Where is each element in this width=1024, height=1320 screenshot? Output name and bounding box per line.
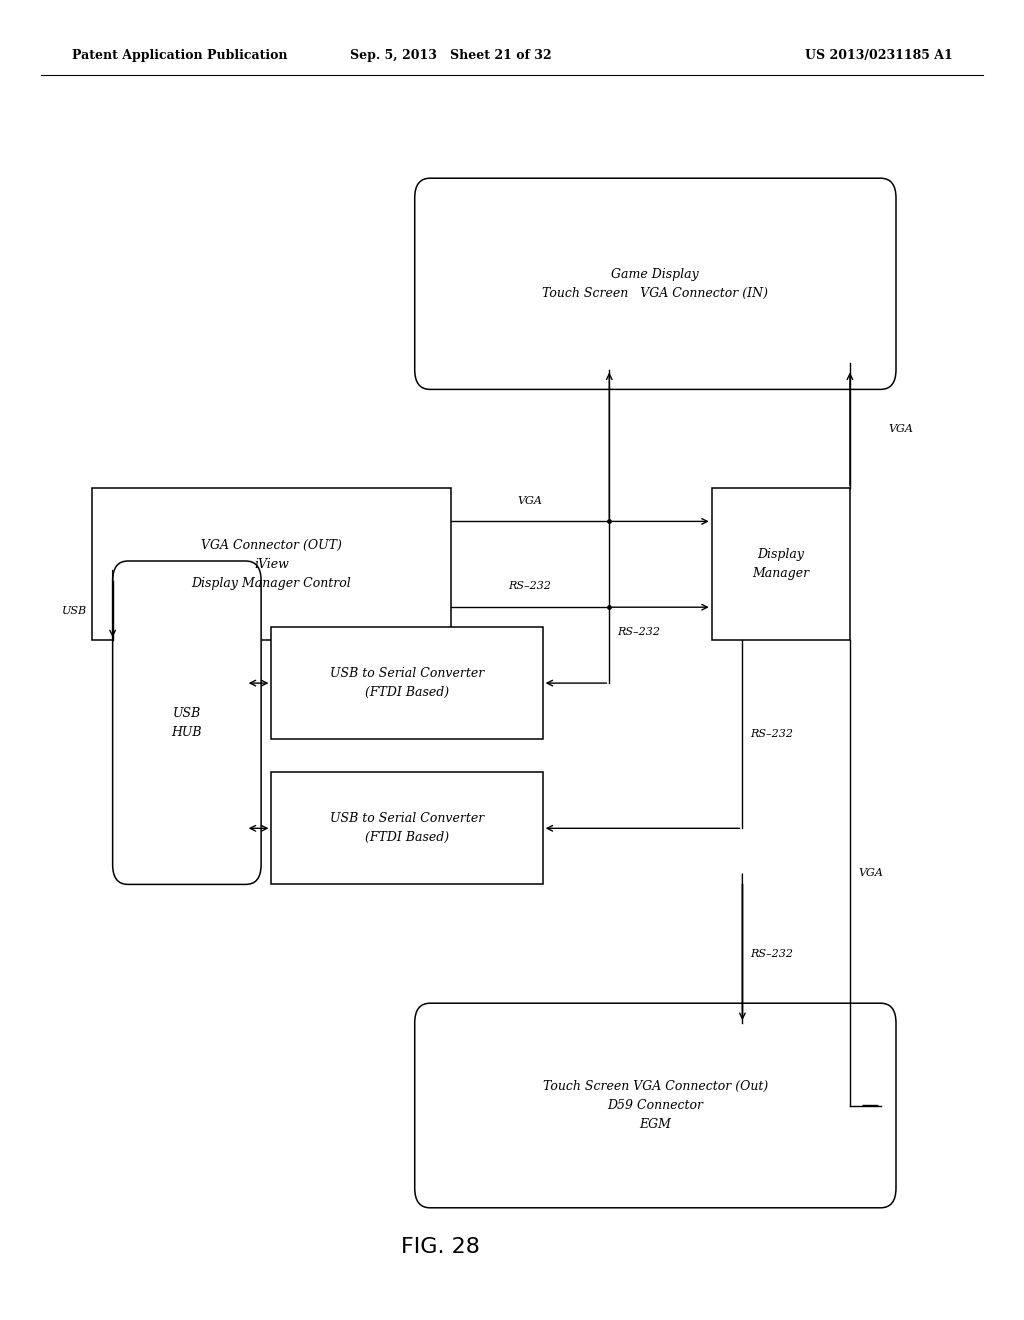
Text: VGA: VGA [517,495,543,506]
Text: USB: USB [61,606,87,615]
Text: USB
HUB: USB HUB [172,706,202,739]
Text: USB to Serial Converter
(FTDI Based): USB to Serial Converter (FTDI Based) [330,812,484,845]
Text: Patent Application Publication: Patent Application Publication [72,49,287,62]
Text: VGA: VGA [889,424,913,434]
FancyBboxPatch shape [271,627,543,739]
Text: VGA: VGA [858,867,883,878]
Text: RS–232: RS–232 [751,729,794,739]
FancyBboxPatch shape [92,488,451,640]
FancyBboxPatch shape [415,178,896,389]
Text: RS–232: RS–232 [751,949,794,958]
FancyBboxPatch shape [415,1003,896,1208]
Text: Game Display
Touch Screen   VGA Connector (IN): Game Display Touch Screen VGA Connector … [543,268,768,300]
Text: Touch Screen VGA Connector (Out)
D59 Connector
EGM: Touch Screen VGA Connector (Out) D59 Con… [543,1080,768,1131]
Text: Sep. 5, 2013   Sheet 21 of 32: Sep. 5, 2013 Sheet 21 of 32 [350,49,551,62]
Text: USB to Serial Converter
(FTDI Based): USB to Serial Converter (FTDI Based) [330,667,484,700]
Text: RS–232: RS–232 [617,627,660,638]
FancyBboxPatch shape [113,561,261,884]
Text: RS–232: RS–232 [509,581,551,591]
Text: US 2013/0231185 A1: US 2013/0231185 A1 [805,49,952,62]
Text: FIG. 28: FIG. 28 [400,1237,480,1258]
FancyBboxPatch shape [712,488,850,640]
Text: Display
Manager: Display Manager [753,548,809,581]
FancyBboxPatch shape [271,772,543,884]
Text: VGA Connector (OUT)
iView
Display Manager Control: VGA Connector (OUT) iView Display Manage… [191,539,351,590]
